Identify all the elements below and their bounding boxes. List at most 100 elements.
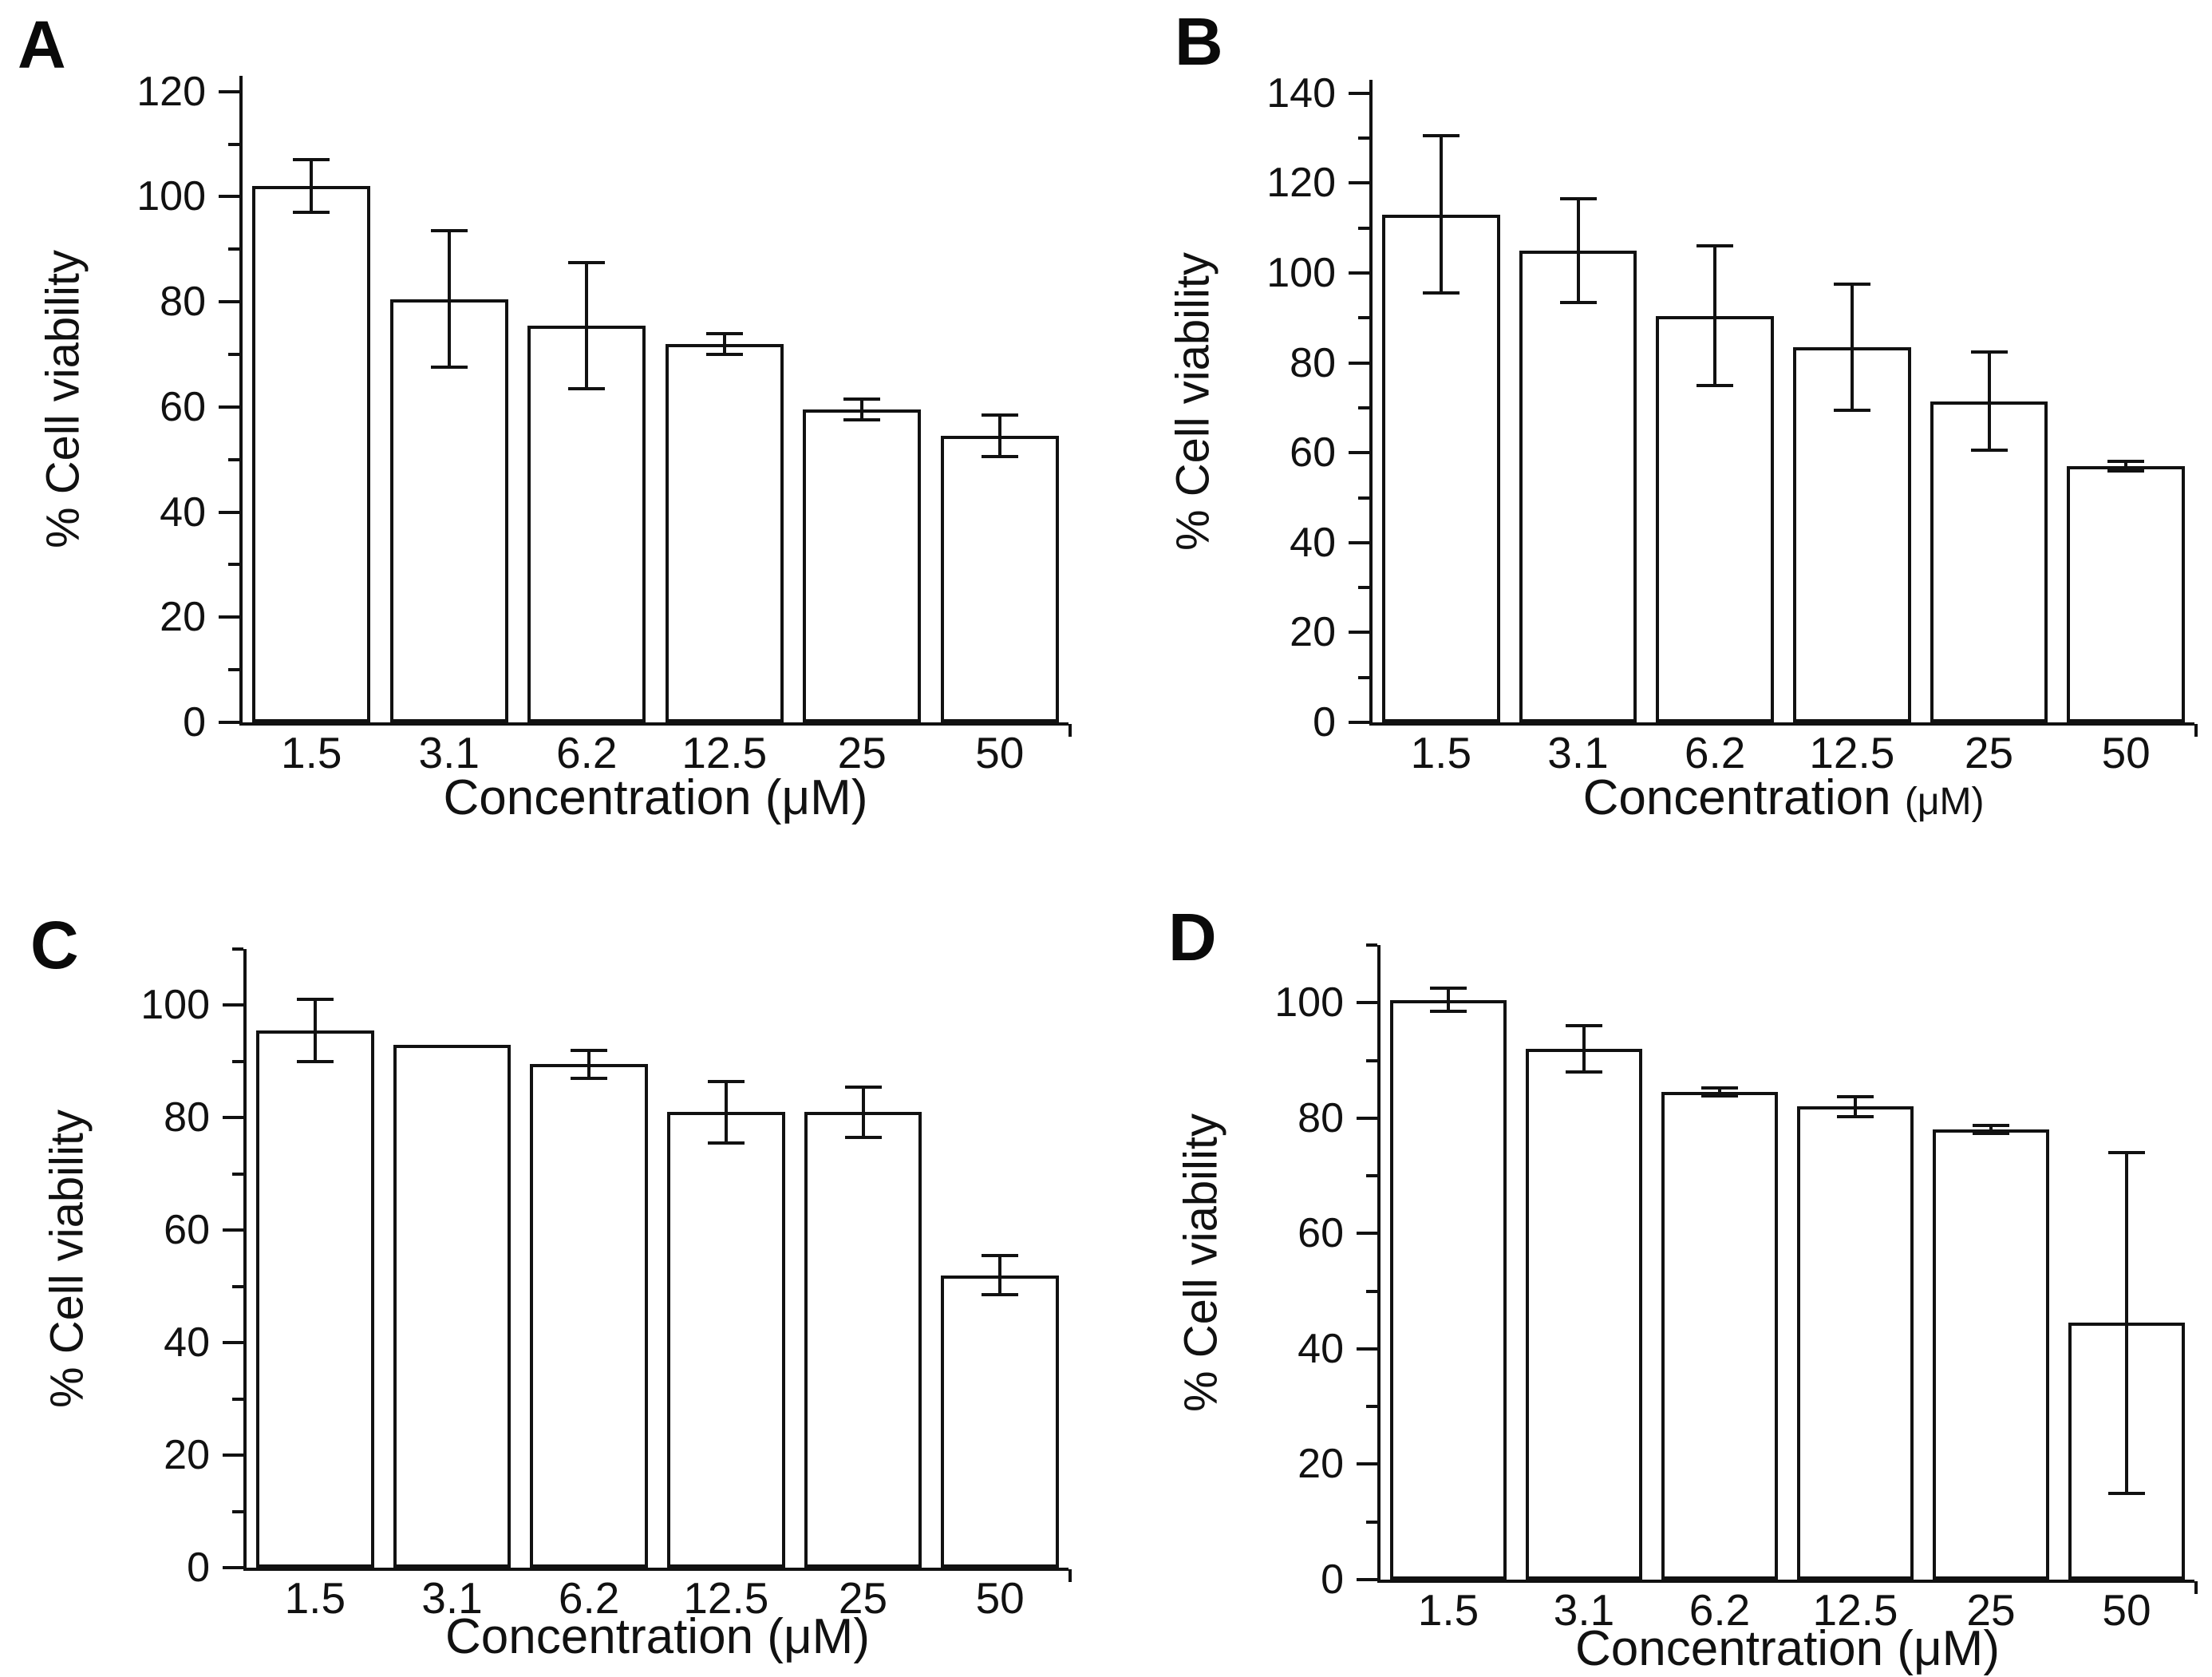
error-bar [313,999,317,1062]
x-axis-title-text: Concentration [445,1609,754,1664]
y-minor-tick [1358,136,1369,140]
panel-b-y-axis-title: % Cell viability [1167,251,1219,551]
error-bar-cap-top [1973,1124,2009,1128]
x-tick-label: 50 [975,728,1025,777]
x-tick-label: 25 [837,728,887,777]
error-bar-cap-top [2107,460,2145,464]
bar-C-3.1 [393,1044,512,1568]
y-minor-tick [1358,586,1369,590]
error-bar-cap-top [1697,244,1734,248]
error-bar [310,160,314,213]
error-bar-cap-top [844,1085,882,1089]
panel-b-x-axis-title: Concentration (μM) [1373,769,2194,826]
y-tick-label: 20 [160,594,206,641]
error-bar [722,333,726,354]
error-bar-cap-top [982,1253,1019,1257]
error-bar [2125,1153,2128,1493]
bar-D-3.1 [1525,1049,1643,1580]
y-major-tick [223,1228,243,1232]
bar-A-3.1 [389,299,508,722]
error-bar-cap-bottom [1559,300,1597,304]
error-bar-cap-bottom [293,211,330,215]
y-major-tick [1357,1001,1377,1005]
x-tick-label: 6.2 [1689,1585,1751,1635]
y-tick-label: 100 [1266,250,1336,297]
error-bar-cap-top [1559,197,1597,201]
error-bar [998,1255,1002,1295]
y-major-tick [219,89,239,93]
bar-D-1.5 [1389,999,1507,1580]
y-minor-tick [232,1397,243,1401]
x-axis-title-text: Concentration [1575,1621,1884,1676]
bar-A-50 [940,436,1059,722]
y-tick-label: 40 [164,1319,210,1367]
error-bar [1989,1125,1993,1134]
x-tick-label: 12.5 [1809,728,1895,777]
error-bar [1582,1026,1586,1072]
x-tick-label: 50 [975,1573,1025,1623]
x-axis-unit: (μM) [767,1609,870,1664]
error-bar-cap-top [430,229,468,233]
panel-d-letter: D [1168,900,1217,975]
x-tick-label: 50 [2101,728,2151,777]
y-tick-label: 20 [1298,1441,1344,1488]
y-major-tick [1349,361,1369,365]
error-bar-cap-top [571,1048,608,1052]
x-axis-end-tick [2194,724,2198,737]
bar-B-3.1 [1519,250,1637,722]
x-tick-label: 3.1 [418,728,480,777]
bar-C-1.5 [256,1030,374,1568]
panel-c-x-axis-title: Concentration (μM) [247,1608,1068,1665]
error-bar-cap-top [1430,987,1467,991]
y-major-tick [1357,1347,1377,1351]
x-tick-label: 1.5 [1417,1585,1479,1635]
x-tick-label: 3.1 [1547,728,1609,777]
error-bar-cap-top [1422,134,1460,138]
y-minor-tick [1358,226,1369,230]
x-axis-end-tick [1068,724,1072,737]
x-tick-label: 25 [1964,728,2014,777]
y-tick-label: 100 [136,173,206,220]
y-tick-label: 100 [1274,979,1344,1026]
y-major-tick [223,1341,243,1345]
error-bar-cap-top [293,158,330,162]
bar-D-12.5 [1796,1106,1914,1580]
error-bar-cap-bottom [1430,1010,1467,1014]
y-major-tick [1349,721,1369,724]
y-minor-tick [232,1172,243,1176]
error-bar-cap-bottom [1697,383,1734,387]
bar-D-25 [1932,1129,2050,1580]
y-minor-tick [228,142,239,146]
x-tick-label: 1.5 [284,1573,346,1623]
error-bar [724,1081,728,1144]
y-minor-tick [1366,1174,1377,1178]
error-bar [1718,1088,1721,1097]
y-tick-label: 40 [1290,519,1336,566]
y-major-tick [1357,1232,1377,1236]
error-bar-cap-bottom [2107,469,2145,473]
error-bar-cap-bottom [2108,1491,2145,1495]
y-tick-label: 60 [1298,1210,1344,1257]
y-minor-tick [232,1059,243,1063]
x-tick-label: 3.1 [1553,1585,1615,1635]
error-bar [1447,988,1450,1012]
bar-A-12.5 [665,343,784,722]
panel-a-letter: A [18,7,66,82]
y-minor-tick [1358,675,1369,679]
y-tick-label: 80 [1298,1094,1344,1141]
error-bar-cap-bottom [1837,1114,1874,1118]
y-tick-label: 40 [160,488,206,536]
y-tick-label: 0 [183,699,206,746]
error-bar-cap-top [296,998,334,1002]
y-major-tick [1349,540,1369,544]
y-major-tick [219,615,239,619]
panel-a-plot: % Cell viability Concentration (μM) 0 20 4… [38,69,1072,825]
y-tick-label: 20 [1290,609,1336,656]
y-minor-tick [228,457,239,461]
y-major-tick [219,510,239,514]
y-major-tick [1357,1116,1377,1120]
y-major-tick [223,1566,243,1569]
y-minor-tick [228,563,239,567]
panel-b-letter: B [1175,4,1223,79]
bar-B-6.2 [1656,315,1774,722]
